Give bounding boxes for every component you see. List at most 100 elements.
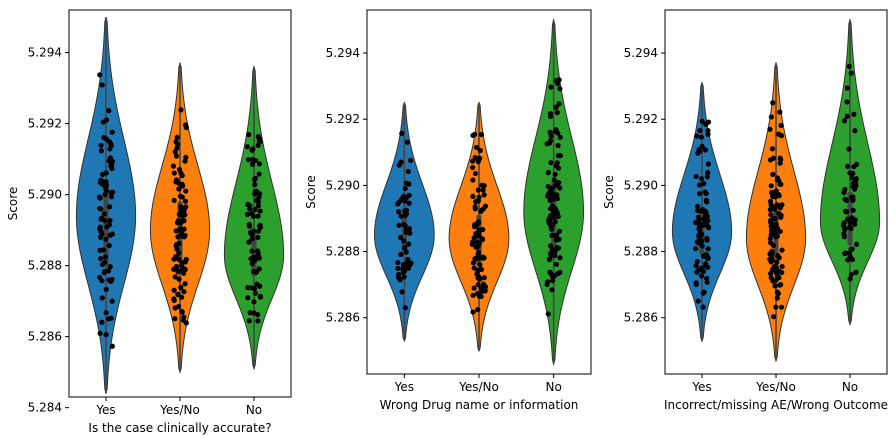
data-point: [249, 161, 256, 168]
data-point: [693, 173, 699, 180]
data-point: [847, 276, 853, 282]
data-point: [555, 130, 561, 136]
data-point: [470, 309, 476, 315]
data-point: [405, 168, 411, 175]
x-tick-label: Yes: [394, 380, 414, 394]
data-point: [179, 309, 185, 315]
data-point: [767, 157, 774, 163]
data-point: [402, 212, 408, 219]
data-point: [103, 309, 109, 316]
data-point: [705, 224, 711, 230]
data-point: [767, 236, 773, 242]
data-point: [182, 266, 188, 273]
data-point: [401, 238, 407, 244]
data-point: [406, 200, 412, 206]
x-tick-label: No: [246, 403, 262, 417]
data-point: [251, 286, 258, 292]
data-point: [176, 276, 182, 282]
data-point: [479, 237, 486, 243]
data-point: [104, 224, 110, 230]
data-point: [480, 255, 486, 261]
data-point: [771, 216, 777, 222]
data-point: [776, 131, 782, 137]
data-point: [552, 252, 558, 259]
data-point: [106, 158, 112, 164]
data-point: [557, 269, 563, 275]
y-tick-label: 5.288: [326, 245, 360, 259]
data-point: [773, 304, 779, 310]
data-point: [406, 241, 412, 247]
data-point: [557, 86, 563, 92]
data-point: [402, 245, 408, 251]
data-point: [102, 254, 109, 260]
data-point: [472, 170, 479, 177]
data-point: [844, 113, 850, 119]
data-point: [176, 303, 182, 310]
data-point: [178, 229, 185, 235]
data-point: [777, 228, 783, 235]
data-point: [252, 290, 259, 296]
data-point: [470, 177, 476, 183]
data-point: [701, 289, 707, 295]
data-point: [108, 315, 114, 321]
data-point: [470, 260, 477, 266]
data-point: [773, 221, 779, 227]
data-point: [696, 182, 703, 188]
data-point: [103, 117, 110, 123]
data-point: [767, 270, 774, 277]
data-point: [475, 255, 482, 261]
data-point: [178, 170, 184, 176]
data-point: [553, 77, 559, 84]
data-point: [174, 246, 180, 252]
data-point: [470, 292, 476, 298]
data-point: [768, 212, 774, 218]
data-point: [773, 234, 779, 240]
data-point: [842, 186, 848, 192]
data-point: [554, 109, 560, 116]
data-point: [552, 171, 558, 178]
data-point: [696, 220, 702, 226]
data-point: [555, 142, 561, 149]
data-point: [255, 203, 261, 209]
data-point: [175, 291, 181, 298]
data-point: [472, 204, 478, 210]
y-axis-label: Score: [304, 175, 318, 209]
data-point: [177, 193, 184, 199]
y-tick-label: 5.286: [326, 311, 360, 325]
data-point: [774, 202, 780, 208]
data-point: [693, 245, 699, 252]
data-point: [777, 109, 783, 115]
data-point: [695, 298, 701, 304]
data-point: [175, 234, 181, 240]
data-point: [402, 208, 408, 214]
data-point: [698, 134, 704, 140]
data-point: [848, 271, 854, 278]
data-point: [844, 99, 850, 105]
data-point: [101, 211, 107, 217]
x-tick-label: Yes/No: [755, 380, 796, 394]
data-point: [108, 194, 115, 200]
data-point: [174, 141, 181, 147]
data-point: [703, 220, 709, 226]
data-point: [102, 191, 108, 198]
data-point: [109, 343, 115, 349]
data-point: [249, 147, 255, 153]
data-point: [703, 121, 709, 127]
data-point: [767, 198, 774, 204]
data-point: [109, 298, 115, 304]
data-point: [107, 232, 113, 238]
data-point: [474, 232, 480, 238]
data-point: [395, 209, 402, 215]
data-point: [545, 183, 551, 190]
data-point: [553, 261, 560, 267]
data-point: [256, 138, 263, 145]
data-point: [556, 228, 563, 234]
data-point: [697, 148, 703, 154]
x-axis-label: Incorrect/missing AE/Wrong Outcome: [664, 398, 888, 412]
data-point: [844, 85, 850, 91]
data-point: [699, 118, 705, 124]
data-point: [475, 242, 481, 248]
data-point: [396, 199, 403, 205]
data-point: [402, 305, 408, 311]
data-point: [245, 157, 252, 163]
